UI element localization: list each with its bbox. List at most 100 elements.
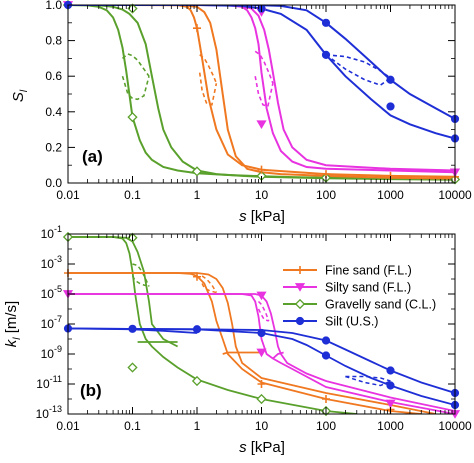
- panel-b-series-1-marker-3: [322, 395, 330, 403]
- panel-b-series-2-loop_lower-line: [257, 308, 270, 322]
- panel-a-label: (a): [82, 147, 103, 166]
- panel-a-y-tick-label: 0.0: [45, 176, 62, 190]
- panel-a-series-3-marker-6: [386, 102, 395, 111]
- panel-b-series-1-loop_upper-line: [201, 275, 218, 293]
- panel-b-series-1-marker-1: [193, 272, 201, 281]
- legend-item: Silt (U.S.): [283, 315, 378, 329]
- panel-a-series-3-marker-3: [386, 75, 395, 84]
- panel-b-y-tick-label: 10-3: [41, 254, 62, 271]
- panel-a-x-tick-label: 0.1: [124, 188, 141, 202]
- panel-b-series-3-secondary-line: [68, 327, 455, 394]
- panel-b-y-tick-label: 10-13: [36, 404, 62, 421]
- panel-a: 0.01 0.1 1 10 100 1000 10000 0.0 0.2 0.4 0.6 0.8 1.…: [10, 0, 472, 225]
- panel-b-series-2-knee-line: [272, 351, 284, 360]
- panel-b-series-0-marker-2: [127, 362, 138, 373]
- legend-item: Silty sand (F.L.): [283, 281, 411, 295]
- legend-marker-swatch: [294, 298, 306, 310]
- panel-b-series-3-marker-5: [386, 366, 395, 375]
- panel-a-x-tick-label: 1: [194, 188, 201, 202]
- panel-a-series-2-loop_upper-line: [254, 50, 274, 84]
- panel-b-y-axis-title: kl [m/s]: [3, 301, 23, 347]
- panel-b-series-3-marker-3: [257, 328, 266, 338]
- panel-a-series-0-loop_lower-line: [121, 75, 150, 101]
- panel-b-series-2-marker-1: [256, 291, 267, 301]
- panel-a-series-0-marker-3: [191, 166, 203, 177]
- panel-b-series-1-marker-2: [257, 380, 266, 388]
- panel-a-series-1-loop_upper-line: [199, 54, 218, 84]
- panel-a-y-tick-label: 0.2: [45, 140, 62, 154]
- panel-a-y-tick-label: 0.6: [45, 69, 62, 83]
- panel-a-x-axis-title: s [kPa]: [239, 208, 285, 225]
- panel-b-x-tick-label: 0.01: [56, 419, 80, 433]
- legend-label: Silt (U.S.): [325, 315, 378, 329]
- panel-b-series-1-knee-line: [222, 351, 262, 355]
- panel-b-series-0-marker-4: [256, 393, 267, 405]
- panel-a-x-tick-label: 0.01: [56, 188, 80, 202]
- panel-b-x-axis-title: s [kPa]: [239, 439, 285, 456]
- panel-b-series-3-loop_lower-line: [345, 375, 391, 387]
- panel-b-ticks: [67, 233, 456, 415]
- panel-b-series-2-loop_upper-line: [257, 300, 270, 322]
- panel-b-x-tick-label: 1000: [377, 419, 404, 433]
- panel-b-y-tick-label: 10-5: [41, 284, 62, 301]
- legend-label: Silty sand (F.L.): [325, 281, 411, 295]
- panel-b-y-tick-label: 10-9: [41, 344, 62, 361]
- panel-a-series-0-main-line: [68, 5, 455, 181]
- panel-b-series-3-loop_upper-line: [345, 375, 391, 382]
- legend-item: Gravelly sand (C.L.): [283, 298, 436, 312]
- panel-a-series-0-marker-2: [127, 112, 138, 123]
- panel-b-x-tick-label: 10: [255, 419, 269, 433]
- panel-a-curves: [68, 5, 455, 181]
- panel-a-series-1-secondary-line: [68, 5, 455, 180]
- panel-a-x-tick-labels: 0.01 0.1 1 10 100 1000 10000: [56, 188, 472, 202]
- panel-b-x-tick-labels: 0.01 0.1 1 10 100 1000 10000: [56, 419, 472, 433]
- panel-b-series-0-loop_upper-line: [132, 263, 150, 287]
- panel-b-series-3-marker-8: [386, 381, 395, 390]
- panel-a-series-1-marker-1: [193, 24, 201, 33]
- panel-b-series-3-marker-1: [128, 324, 137, 333]
- panel-a-ticks: [67, 4, 456, 184]
- panel-b-y-tick-label: 10-7: [41, 314, 62, 331]
- panel-a-y-tick-labels: 0.0 0.2 0.4 0.6 0.8 1.0: [45, 0, 62, 190]
- panel-b-series-3-marker-4: [321, 336, 331, 345]
- panel-b-markers: [62, 231, 461, 419]
- panel-a-x-tick-label: 100: [316, 188, 336, 202]
- panel-a-y-axis-title: Sl: [10, 89, 30, 102]
- panel-b: 0.01 0.1 1 10 100 1000 10000 10-110-310-510-71…: [3, 224, 472, 456]
- panel-a-y-tick-label: 0.4: [45, 105, 62, 119]
- panel-b-series-0-main-line: [68, 236, 357, 414]
- panel-a-markers: [62, 0, 461, 185]
- panel-b-y-tick-labels: 10-1 10-3 10-5 10-7 10-9 10-11 10-13: [36, 224, 62, 421]
- panel-b-series-2-marker-3: [385, 399, 396, 409]
- panel-a-x-tick-label: 10: [255, 188, 269, 202]
- panel-a-series-2-marker-2: [256, 120, 267, 130]
- panel-a-series-2-loop_lower-line: [254, 76, 274, 108]
- legend-label: Fine sand (F.L.): [325, 264, 412, 278]
- panel-b-y-tick-label: 10-11: [36, 374, 62, 391]
- legend-marker-swatch: [296, 266, 304, 274]
- panel-b-series-0-secondary-line: [68, 236, 179, 348]
- panel-b-series-1-secondary-line: [68, 272, 436, 414]
- panel-b-series-2-marker-2: [256, 348, 267, 358]
- panel-a-series-1-loop_lower-line: [198, 72, 218, 106]
- panel-b-series-3-marker-7: [321, 351, 331, 360]
- panel-a-x-tick-label: 10000: [438, 188, 472, 202]
- panel-a-series-1-main-line: [68, 5, 455, 178]
- panel-b-series-1-loop_lower-line: [201, 283, 217, 294]
- panel-b-x-tick-label: 1: [194, 419, 201, 433]
- legend-marker-swatch: [295, 316, 305, 326]
- panel-a-series-3-marker-5: [321, 50, 331, 59]
- panel-b-series-3-knee-line: [68, 327, 198, 334]
- panel-a-y-tick-label: 0.8: [45, 34, 62, 48]
- panel-b-label: (b): [80, 381, 102, 400]
- panel-b-legend: Fine sand (F.L.) Silty sand (F.L.) Gravell…: [283, 264, 436, 329]
- panel-b-series-0-loop_lower-line: [131, 275, 150, 288]
- panel-a-frame: [67, 4, 456, 184]
- panel-b-x-tick-label: 100: [316, 419, 336, 433]
- panel-b-x-tick-label: 0.1: [124, 419, 141, 433]
- panel-b-series-2-main-line: [68, 293, 455, 414]
- panel-b-curves: [68, 236, 455, 414]
- panel-b-y-tick-label: 10-1: [41, 224, 62, 241]
- legend-item: Fine sand (F.L.): [283, 264, 412, 278]
